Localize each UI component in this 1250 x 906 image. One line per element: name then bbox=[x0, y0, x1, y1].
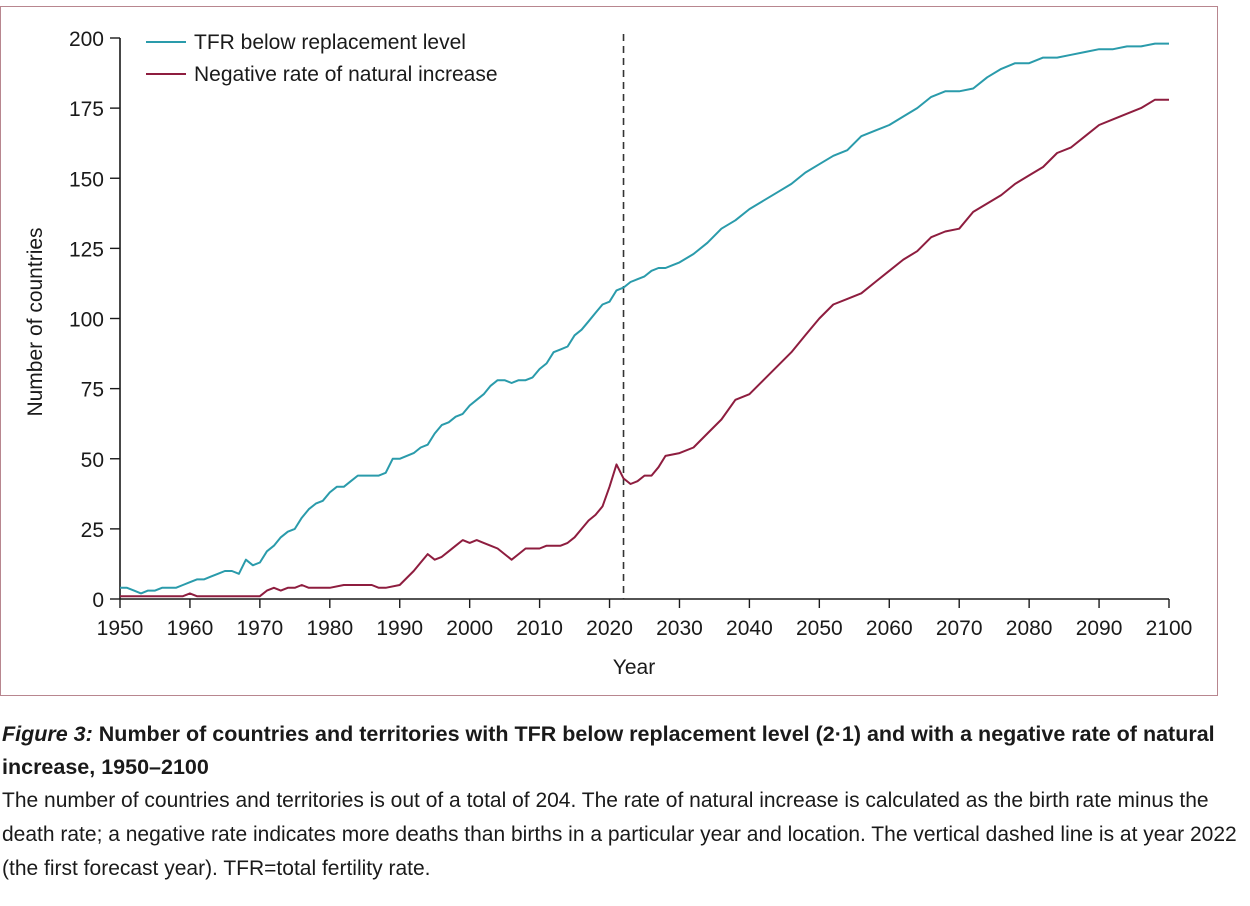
y-axis-label: Number of countries bbox=[24, 227, 47, 416]
x-tick-label: 2060 bbox=[866, 617, 913, 640]
x-tick-label: 2010 bbox=[516, 617, 563, 640]
x-tick-label: 2100 bbox=[1146, 617, 1193, 640]
series-line-0 bbox=[120, 42, 1169, 595]
y-tick-label: 175 bbox=[69, 98, 104, 121]
series-lines bbox=[120, 42, 1169, 598]
x-tick-label: 1990 bbox=[376, 617, 423, 640]
figure-label: Figure 3: bbox=[2, 722, 93, 746]
x-tick-label: 2040 bbox=[726, 617, 773, 640]
y-tick-label: 0 bbox=[92, 589, 104, 612]
x-tick-label: 2020 bbox=[586, 617, 633, 640]
x-tick-label: 2090 bbox=[1076, 617, 1123, 640]
series-line-1 bbox=[120, 98, 1169, 598]
caption-title: Figure 3: Number of countries and territ… bbox=[2, 718, 1242, 784]
figure-frame bbox=[0, 6, 1218, 696]
y-tick-label: 125 bbox=[69, 238, 104, 261]
y-tick-label: 50 bbox=[81, 449, 104, 472]
x-tick-label: 1960 bbox=[167, 617, 214, 640]
x-tick-label: 2030 bbox=[656, 617, 703, 640]
y-tick-label: 150 bbox=[69, 168, 104, 191]
x-axis-label: Year bbox=[613, 656, 655, 679]
x-tick-label: 2070 bbox=[936, 617, 983, 640]
caption-body: The number of countries and territories … bbox=[2, 789, 1237, 880]
x-tick-label: 1970 bbox=[237, 617, 284, 640]
y-tick-label: 25 bbox=[81, 519, 104, 542]
x-tick-label: 1980 bbox=[306, 617, 353, 640]
y-tick-label: 100 bbox=[69, 309, 104, 332]
axes: 0 25 50 75 100 125 150 175 200 1950 1960 1970 1980 19… bbox=[69, 28, 1192, 640]
line-chart: 0 25 50 75 100 125 150 175 200 1950 1960 1970 1980 19… bbox=[24, 28, 1192, 679]
x-tick-label: 1950 bbox=[97, 617, 144, 640]
caption-title-text: Number of countries and territories with… bbox=[2, 722, 1215, 779]
x-tick-label: 2000 bbox=[446, 617, 493, 640]
y-tick-label: 200 bbox=[69, 28, 104, 51]
legend-label-1: Negative rate of natural increase bbox=[194, 63, 498, 86]
y-tick-label: 75 bbox=[81, 379, 104, 402]
legend-label-0: TFR below replacement level bbox=[194, 31, 466, 54]
legend: TFR below replacement level Negative rate… bbox=[146, 31, 498, 86]
figure-caption: Figure 3: Number of countries and territ… bbox=[2, 718, 1242, 886]
x-tick-label: 2050 bbox=[796, 617, 843, 640]
x-tick-label: 2080 bbox=[1006, 617, 1053, 640]
